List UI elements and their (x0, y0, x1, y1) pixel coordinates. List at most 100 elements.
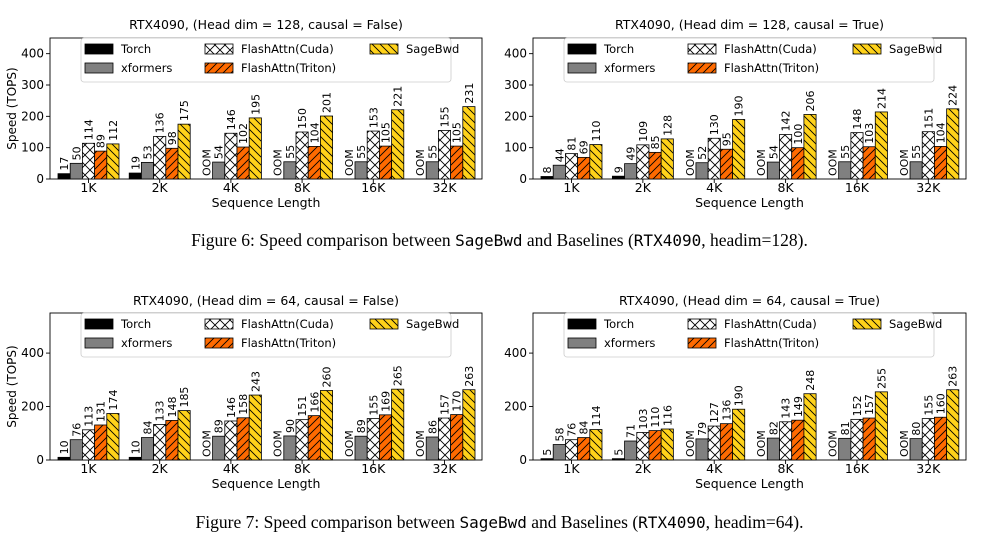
bar-hatch (249, 117, 262, 179)
data-label: 54 (767, 145, 780, 159)
legend-swatch-hatch (853, 319, 881, 329)
x-tick-label: 32K (916, 461, 941, 476)
legend-item-torch: Torch (567, 42, 634, 56)
data-label: 130 (708, 114, 721, 135)
x-tick-label: 2K (152, 180, 169, 195)
bar-xformers-1k (69, 162, 83, 180)
bar-xformers-32k (425, 161, 439, 180)
data-label: 224 (947, 85, 960, 106)
data-label: 55 (355, 145, 368, 159)
legend-label: SageBwd (889, 42, 942, 56)
caption-code: RTX4090 (634, 231, 701, 250)
bar-xformers-4k (695, 162, 709, 180)
bar-xformers-1k (69, 439, 83, 461)
oom-label: OOM (201, 430, 214, 457)
x-tick-label: 8K (294, 180, 311, 195)
bar-hatch (863, 146, 876, 179)
legend-item-flashattn-triton: FlashAttn(Triton) (687, 61, 819, 75)
bar-xformers-4k (695, 438, 709, 461)
bar-hatch (636, 432, 649, 460)
bar-hatch (165, 148, 178, 179)
caption-text: , headim=128). (701, 230, 808, 250)
bar-xformers-1k (552, 164, 566, 180)
bar-xformers-8k (283, 161, 297, 180)
data-label: 10 (129, 440, 142, 454)
chart-title: RTX4090, (Head dim = 128, causal = False… (129, 17, 403, 32)
data-label: 148 (166, 396, 179, 417)
legend-swatch (567, 318, 597, 330)
data-label: 76 (566, 423, 579, 437)
oom-label: OOM (684, 430, 697, 457)
legend-swatch (84, 318, 114, 330)
legend-label: FlashAttn(Triton) (241, 61, 336, 75)
bar-hatch (850, 419, 864, 460)
data-label: 190 (733, 385, 746, 406)
legend: Torch xformers FlashAttn(Cuda) FlashAttn(Tr… (563, 37, 942, 83)
data-label: 255 (875, 368, 888, 389)
bar-hatch (178, 410, 191, 460)
bar-xformers-32k (909, 161, 923, 180)
legend-item-xformers: xformers (567, 61, 655, 75)
bar-hatch (708, 426, 721, 460)
data-label: 50 (70, 146, 83, 160)
bar-hatch (94, 424, 107, 460)
data-label: 153 (367, 107, 380, 128)
legend-label: Torch (603, 42, 634, 56)
bar-hatch (863, 418, 876, 460)
bar-xformers-8k (766, 437, 780, 461)
caption-text: Figure 7: Speed comparison between (196, 512, 460, 532)
data-label: 201 (321, 92, 334, 113)
bar-hatch (946, 108, 959, 179)
bar-hatch (577, 157, 590, 179)
legend-box (563, 312, 935, 358)
data-label: 170 (451, 391, 464, 412)
data-label: 84 (578, 421, 591, 435)
data-label: 9 (612, 166, 625, 173)
data-label: 185 (178, 387, 191, 408)
legend-swatch-hatch (688, 63, 716, 73)
data-label: 206 (804, 90, 817, 111)
bar-hatch (779, 421, 792, 460)
legend-label: FlashAttn(Triton) (724, 336, 819, 350)
x-tick-label: 32K (432, 180, 457, 195)
x-tick-label: 2K (635, 461, 652, 476)
caption-text: , headim=64). (706, 512, 804, 532)
data-label: 89 (355, 419, 368, 433)
data-label: 112 (107, 120, 120, 141)
chart-title: RTX4090, (Head dim = 64, causal = True) (619, 293, 880, 308)
oom-label: OOM (827, 149, 840, 176)
bar-hatch (779, 134, 792, 179)
bar-hatch (106, 143, 119, 179)
bar-hatch (648, 152, 662, 179)
x-tick-label: 8K (294, 461, 311, 476)
x-axis-label: Sequence Length (695, 476, 804, 491)
bar-hatch (391, 389, 404, 460)
bar-torch-2k (128, 172, 142, 180)
bar-hatch (82, 143, 95, 179)
y-tick-label: 200 (504, 109, 527, 123)
caption-text: Figure 6: Speed comparison between (191, 230, 455, 250)
legend-swatch-hatch (205, 63, 233, 73)
y-tick-label: 400 (21, 47, 44, 61)
data-label: 55 (426, 145, 439, 159)
data-label: 243 (249, 371, 262, 392)
bar-xformers-4k (212, 161, 226, 180)
bar-hatch (165, 420, 178, 460)
data-label: 260 (321, 367, 334, 388)
bar-hatch (565, 439, 578, 460)
bar-hatch (296, 419, 309, 460)
data-label: 55 (284, 145, 297, 159)
legend-item-xformers: xformers (567, 336, 655, 350)
oom-label: OOM (684, 149, 697, 176)
legend-label: xformers (604, 336, 655, 350)
legend-label: xformers (604, 61, 655, 75)
y-tick-label: 400 (504, 47, 527, 61)
bar-hatch (946, 389, 959, 460)
x-axis-label: Sequence Length (695, 195, 804, 210)
bar-xformers-8k (766, 161, 780, 180)
legend-label: SageBwd (889, 317, 942, 331)
data-label: 160 (935, 393, 948, 414)
bar-torch-1k (57, 173, 71, 180)
data-label: 80 (910, 422, 923, 436)
